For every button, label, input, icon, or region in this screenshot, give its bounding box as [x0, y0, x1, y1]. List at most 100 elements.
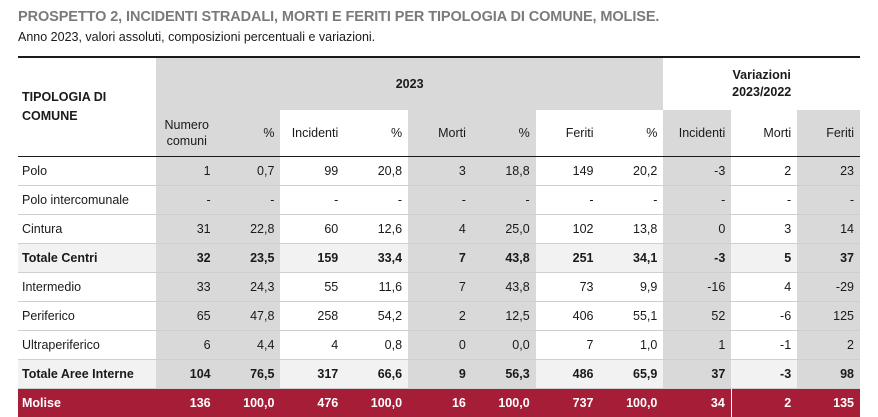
cell-morti: 16: [408, 389, 472, 417]
row-header-label: TIPOLOGIA DI COMUNE: [18, 57, 156, 157]
col-header-numero-line1: Numero: [165, 118, 209, 132]
cell-numero: 31: [156, 215, 217, 244]
cell-pct-feriti: 65,9: [600, 360, 664, 389]
col-header-pct-incidenti: %: [344, 110, 408, 157]
cell-var-feriti: 23: [797, 157, 860, 186]
cell-feriti: 251: [536, 244, 600, 273]
report-page: PROSPETTO 2, INCIDENTI STRADALI, MORTI E…: [0, 0, 878, 406]
row-label: Totale Aree Interne: [18, 360, 156, 389]
table-row-polo-intercomunale: Polo intercomunale - - - - - - - - - - -: [18, 186, 860, 215]
cell-var-feriti: -29: [797, 273, 860, 302]
cell-pct-morti: 12,5: [472, 302, 536, 331]
cell-pct-comuni: 47,8: [217, 302, 281, 331]
row-label: Totale Centri: [18, 244, 156, 273]
cell-pct-feriti: 55,1: [600, 302, 664, 331]
cell-numero: 6: [156, 331, 217, 360]
cell-feriti: 149: [536, 157, 600, 186]
cell-feriti: 486: [536, 360, 600, 389]
cell-pct-comuni: 4,4: [217, 331, 281, 360]
cell-feriti: 73: [536, 273, 600, 302]
cell-pct-incidenti: 54,2: [344, 302, 408, 331]
col-header-feriti: Feriti: [536, 110, 600, 157]
cell-morti: 4: [408, 215, 472, 244]
cell-var-incidenti: -16: [663, 273, 731, 302]
col-header-pct-comuni: %: [217, 110, 281, 157]
group-var-line1: Variazioni: [733, 68, 791, 82]
group-var-line2: 2023/2022: [732, 85, 791, 99]
cell-pct-feriti: -: [600, 186, 664, 215]
cell-pct-morti: 0,0: [472, 331, 536, 360]
table-row-molise: Molise 136 100,0 476 100,0 16 100,0 737 …: [18, 389, 860, 417]
cell-feriti: -: [536, 186, 600, 215]
row-label: Molise: [18, 389, 156, 417]
cell-var-feriti: 125: [797, 302, 860, 331]
col-header-var-incidenti: Incidenti: [663, 110, 731, 157]
cell-numero: 33: [156, 273, 217, 302]
cell-feriti: 102: [536, 215, 600, 244]
cell-pct-feriti: 20,2: [600, 157, 664, 186]
cell-morti: 7: [408, 244, 472, 273]
cell-incidenti: 159: [280, 244, 344, 273]
cell-pct-morti: 56,3: [472, 360, 536, 389]
cell-numero: -: [156, 186, 217, 215]
cell-numero: 1: [156, 157, 217, 186]
cell-pct-morti: -: [472, 186, 536, 215]
cell-pct-incidenti: 33,4: [344, 244, 408, 273]
cell-var-morti: 2: [731, 157, 797, 186]
cell-pct-comuni: 24,3: [217, 273, 281, 302]
cell-pct-comuni: 0,7: [217, 157, 281, 186]
group-header-variazioni: Variazioni 2023/2022: [663, 57, 860, 110]
cell-var-incidenti: 34: [663, 389, 731, 417]
cell-var-incidenti: 1: [663, 331, 731, 360]
cell-incidenti: 317: [280, 360, 344, 389]
table-row-totale-centri: Totale Centri 32 23,5 159 33,4 7 43,8 25…: [18, 244, 860, 273]
cell-incidenti: 476: [280, 389, 344, 417]
cell-var-feriti: 14: [797, 215, 860, 244]
cell-pct-feriti: 1,0: [600, 331, 664, 360]
row-label: Ultraperiferico: [18, 331, 156, 360]
cell-pct-incidenti: -: [344, 186, 408, 215]
cell-morti: 7: [408, 273, 472, 302]
cell-pct-incidenti: 66,6: [344, 360, 408, 389]
page-subtitle: Anno 2023, valori assoluti, composizioni…: [18, 30, 375, 44]
cell-pct-feriti: 9,9: [600, 273, 664, 302]
row-label: Intermedio: [18, 273, 156, 302]
cell-var-morti: -6: [731, 302, 797, 331]
cell-var-morti: -3: [731, 360, 797, 389]
cell-numero: 32: [156, 244, 217, 273]
cell-feriti: 737: [536, 389, 600, 417]
cell-incidenti: 258: [280, 302, 344, 331]
cell-pct-comuni: 76,5: [217, 360, 281, 389]
cell-morti: 2: [408, 302, 472, 331]
col-header-incidenti: Incidenti: [280, 110, 344, 157]
cell-feriti: 406: [536, 302, 600, 331]
table-row-cintura: Cintura 31 22,8 60 12,6 4 25,0 102 13,8 …: [18, 215, 860, 244]
cell-var-morti: -1: [731, 331, 797, 360]
cell-var-morti: -: [731, 186, 797, 215]
page-title: PROSPETTO 2, INCIDENTI STRADALI, MORTI E…: [18, 9, 659, 25]
cell-var-incidenti: -: [663, 186, 731, 215]
col-header-numero-comuni: Numero comuni: [156, 110, 217, 157]
row-header-text: TIPOLOGIA DI COMUNE: [22, 88, 118, 126]
row-label: Polo: [18, 157, 156, 186]
table-row-polo: Polo 1 0,7 99 20,8 3 18,8 149 20,2 -3 2 …: [18, 157, 860, 186]
group-header-2023: 2023: [156, 57, 663, 110]
cell-pct-feriti: 34,1: [600, 244, 664, 273]
cell-pct-incidenti: 11,6: [344, 273, 408, 302]
table-row-periferico: Periferico 65 47,8 258 54,2 2 12,5 406 5…: [18, 302, 860, 331]
cell-pct-incidenti: 12,6: [344, 215, 408, 244]
table-row-totale-aree-interne: Totale Aree Interne 104 76,5 317 66,6 9 …: [18, 360, 860, 389]
row-label: Cintura: [18, 215, 156, 244]
col-header-var-feriti: Feriti: [797, 110, 860, 157]
cell-incidenti: -: [280, 186, 344, 215]
cell-incidenti: 99: [280, 157, 344, 186]
cell-numero: 104: [156, 360, 217, 389]
cell-var-incidenti: 0: [663, 215, 731, 244]
cell-incidenti: 55: [280, 273, 344, 302]
cell-var-incidenti: -3: [663, 157, 731, 186]
cell-var-morti: 2: [731, 389, 797, 417]
cell-pct-morti: 25,0: [472, 215, 536, 244]
cell-morti: 9: [408, 360, 472, 389]
cell-pct-morti: 100,0: [472, 389, 536, 417]
col-header-morti: Morti: [408, 110, 472, 157]
